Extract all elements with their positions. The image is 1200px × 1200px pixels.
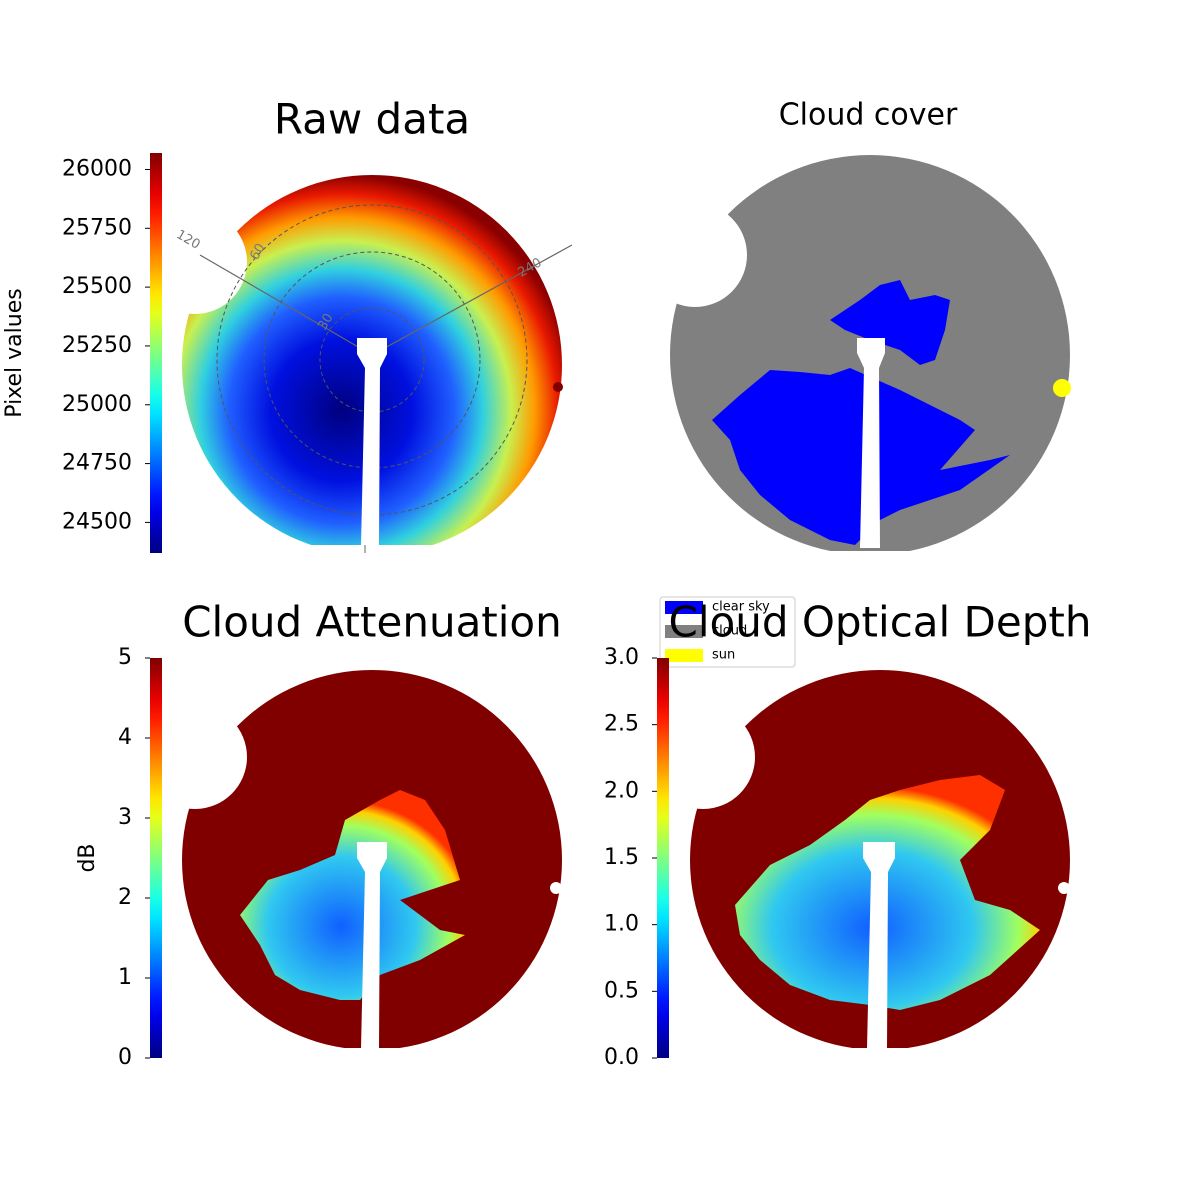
colorbar-tick-label: 1: [118, 965, 132, 990]
legend-label: cloud: [712, 624, 747, 639]
colorbar-tick-label: 0: [118, 1045, 132, 1070]
panel-title: Raw data: [274, 95, 470, 144]
legend-label: sun: [712, 648, 735, 663]
colorbar-tick-label: 25750: [62, 215, 132, 240]
colorbar-tick-label: 24500: [62, 509, 132, 534]
polar-label: 60: [247, 241, 268, 263]
panel-title: Cloud Optical Depth: [669, 598, 1092, 647]
colorbar-tick-label: 3.0: [604, 645, 639, 670]
colorbar-tick-label: 5: [118, 645, 132, 670]
colorbar-tick-label: 0.5: [604, 978, 639, 1003]
colorbar: [150, 153, 162, 553]
colorbar-tick-label: 0.0: [604, 1045, 639, 1070]
legend-swatch: [665, 625, 703, 638]
colorbar-tick-label: 2.0: [604, 778, 639, 803]
legend-swatch: [665, 649, 703, 662]
colorbar-tick-label: 3: [118, 805, 132, 830]
colorbar-tick-label: 1.5: [604, 845, 639, 870]
colorbar-label: dB: [75, 843, 100, 872]
optical-depth-image: [651, 670, 1080, 1078]
raw-image: [143, 175, 573, 575]
colorbar-tick-label: 25250: [62, 333, 132, 358]
colorbar-label: Pixel values: [2, 288, 27, 417]
colorbar: [150, 658, 162, 1058]
legend-swatch: [665, 601, 703, 614]
polar-label: 30: [315, 311, 336, 333]
colorbar-tick-label: 26000: [62, 156, 132, 181]
panel-title: Cloud cover: [779, 98, 958, 133]
colorbar-tick-label: 1.0: [604, 912, 639, 937]
attenuation-image: [143, 670, 570, 1078]
cloud-cover-image: [643, 155, 1080, 581]
colorbar-tick-label: 24750: [62, 451, 132, 476]
colorbar-tick-label: 25500: [62, 274, 132, 299]
colorbar-tick-label: 4: [118, 725, 132, 750]
panel-title: Cloud Attenuation: [182, 598, 562, 647]
colorbar-tick-label: 25000: [62, 392, 132, 417]
legend-label: clear sky: [712, 600, 770, 615]
colorbar-tick-label: 2: [118, 885, 132, 910]
colorbar-tick-label: 2.5: [604, 712, 639, 737]
colorbar: [657, 658, 669, 1058]
